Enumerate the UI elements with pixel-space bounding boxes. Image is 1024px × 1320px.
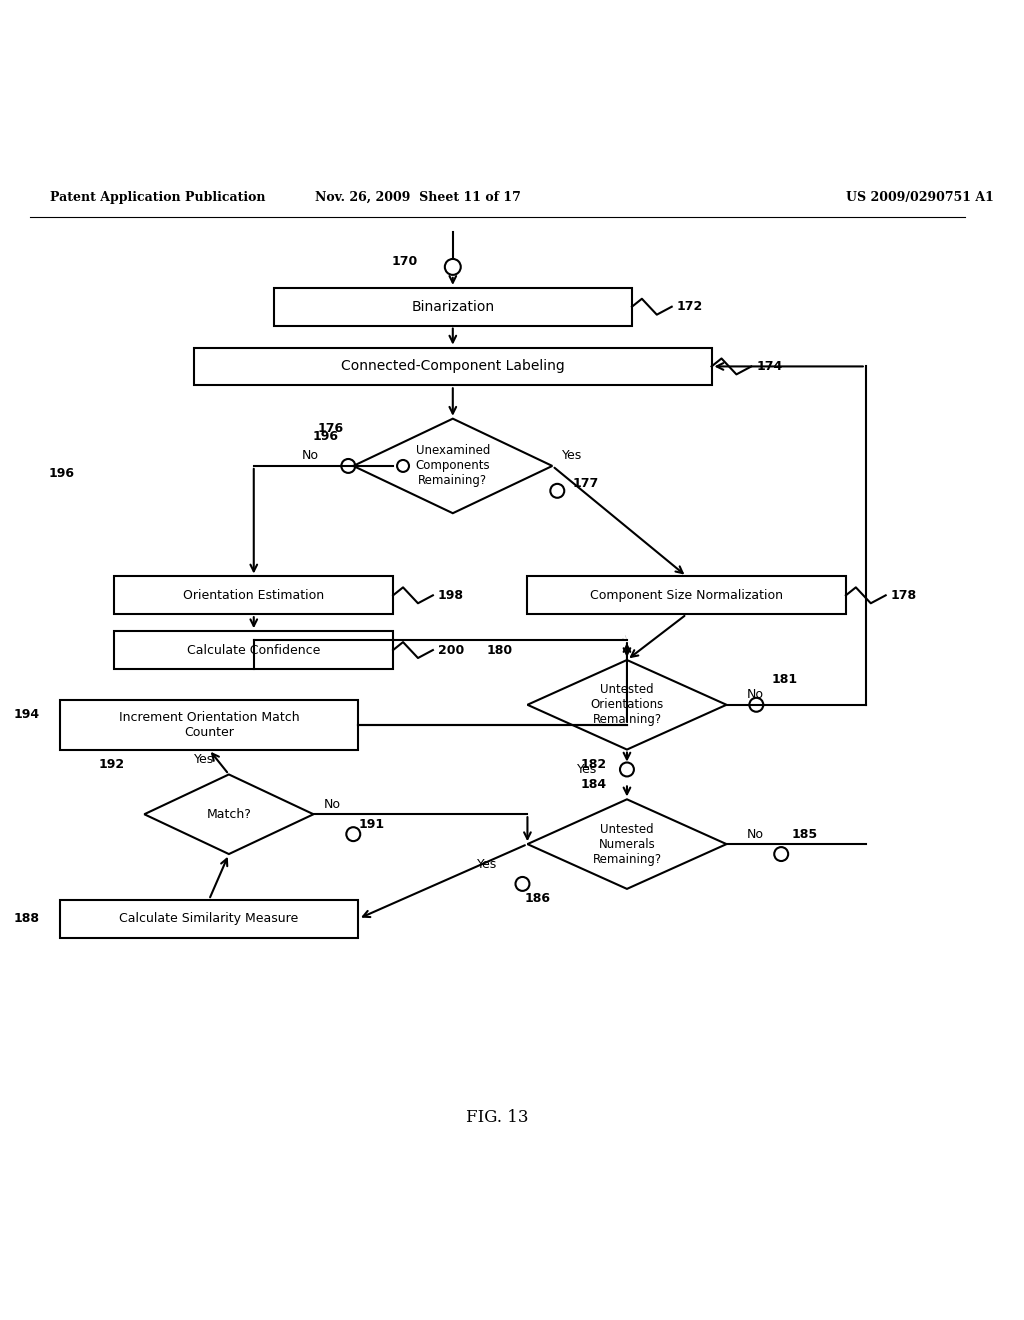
- Text: Component Size Normalization: Component Size Normalization: [590, 589, 783, 602]
- Text: Calculate Confidence: Calculate Confidence: [187, 644, 321, 656]
- Text: US 2009/0290751 A1: US 2009/0290751 A1: [846, 191, 993, 203]
- Text: 192: 192: [98, 758, 124, 771]
- FancyBboxPatch shape: [195, 347, 712, 385]
- Text: 176: 176: [317, 422, 343, 436]
- Polygon shape: [527, 660, 726, 750]
- Text: No: No: [324, 797, 340, 810]
- Text: Yes: Yes: [577, 763, 597, 776]
- Text: No: No: [301, 450, 318, 462]
- Text: Orientation Estimation: Orientation Estimation: [183, 589, 325, 602]
- Text: Yes: Yes: [477, 858, 498, 870]
- Text: 174: 174: [757, 360, 782, 374]
- Text: 182: 182: [581, 758, 607, 771]
- Text: 184: 184: [581, 777, 607, 791]
- Text: Untested
Numerals
Remaining?: Untested Numerals Remaining?: [593, 822, 662, 866]
- Text: 186: 186: [524, 892, 550, 906]
- Text: 196: 196: [312, 429, 338, 442]
- Text: 185: 185: [792, 828, 817, 841]
- FancyBboxPatch shape: [59, 700, 358, 750]
- Text: 198: 198: [438, 589, 464, 602]
- Text: 181: 181: [771, 673, 798, 686]
- Text: Nov. 26, 2009  Sheet 11 of 17: Nov. 26, 2009 Sheet 11 of 17: [315, 191, 521, 203]
- Polygon shape: [527, 800, 726, 888]
- Text: 194: 194: [13, 709, 40, 721]
- Text: Match?: Match?: [207, 808, 251, 821]
- Text: Connected-Component Labeling: Connected-Component Labeling: [341, 359, 564, 374]
- FancyBboxPatch shape: [115, 577, 393, 614]
- Text: 196: 196: [48, 467, 75, 480]
- FancyBboxPatch shape: [59, 900, 358, 937]
- Text: Binarization: Binarization: [412, 300, 495, 314]
- Text: Increment Orientation Match
Counter: Increment Orientation Match Counter: [119, 710, 299, 739]
- Text: 200: 200: [438, 644, 464, 656]
- Text: 170: 170: [392, 256, 418, 268]
- Text: Patent Application Publication: Patent Application Publication: [50, 191, 265, 203]
- Text: 188: 188: [13, 912, 40, 925]
- FancyBboxPatch shape: [115, 631, 393, 669]
- Text: 180: 180: [486, 644, 512, 656]
- Text: Unexamined
Components
Remaining?: Unexamined Components Remaining?: [416, 445, 490, 487]
- Polygon shape: [353, 418, 552, 513]
- Text: 172: 172: [677, 300, 702, 313]
- Polygon shape: [144, 775, 313, 854]
- FancyBboxPatch shape: [273, 288, 632, 326]
- Text: Yes: Yes: [194, 752, 214, 766]
- Text: No: No: [746, 828, 763, 841]
- Text: FIG. 13: FIG. 13: [466, 1109, 528, 1126]
- Text: 191: 191: [358, 817, 384, 830]
- Text: 178: 178: [891, 589, 916, 602]
- Text: No: No: [746, 688, 763, 701]
- Text: Yes: Yes: [562, 450, 583, 462]
- Text: Untested
Orientations
Remaining?: Untested Orientations Remaining?: [590, 684, 664, 726]
- Text: 177: 177: [572, 478, 598, 490]
- Text: Calculate Similarity Measure: Calculate Similarity Measure: [120, 912, 299, 925]
- FancyBboxPatch shape: [527, 577, 846, 614]
